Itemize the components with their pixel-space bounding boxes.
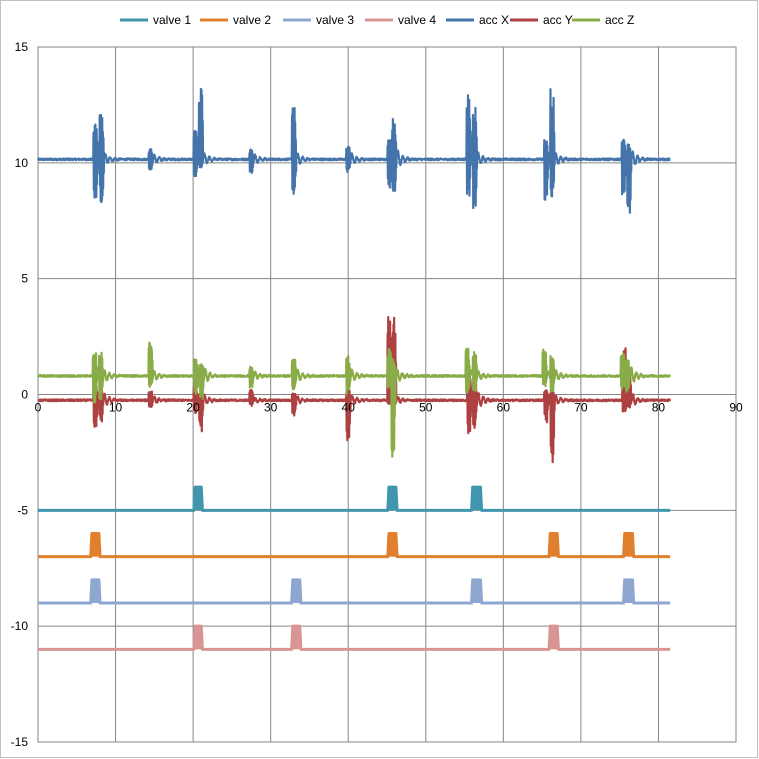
pulse-valve-2	[90, 533, 101, 557]
pulse-valve-4	[291, 626, 301, 650]
legend-item-valve-2: valve 2	[200, 13, 271, 27]
y-tick-label: -5	[17, 503, 28, 517]
pulse-valve-3	[90, 579, 101, 603]
pulse-valve-1	[471, 487, 482, 511]
series-line-acc-z	[36, 341, 671, 458]
x-tick-label: 70	[574, 401, 588, 415]
pulse-valve-3	[623, 579, 634, 603]
legend-item-acc-x: acc X	[446, 13, 509, 27]
series-line-acc-x	[37, 87, 671, 214]
legend-item-acc-z: acc Z	[572, 13, 634, 27]
y-tick-label: 5	[21, 272, 28, 286]
y-tick-label: -15	[11, 735, 29, 749]
legend-label: acc Y	[543, 13, 573, 27]
series-line-valve-3	[38, 578, 671, 605]
x-tick-label: 40	[342, 401, 356, 415]
legend: valve 1 valve 2 valve 3 valve 4 acc X acc Y ac…	[120, 13, 634, 27]
legend-item-acc-y: acc Y	[510, 13, 573, 27]
legend-item-valve-3: valve 3	[283, 13, 354, 27]
x-tick-label: 80	[652, 401, 666, 415]
x-tick-label: 0	[35, 401, 42, 415]
x-tick-label: 30	[264, 401, 278, 415]
x-tick-label: 50	[419, 401, 433, 415]
y-tick-label: 0	[21, 388, 28, 402]
legend-item-valve-4: valve 4	[365, 13, 436, 27]
pulse-valve-2	[623, 533, 634, 557]
pulse-valve-4	[549, 626, 559, 650]
pulse-valve-3	[291, 579, 301, 603]
legend-item-valve-1: valve 1	[120, 13, 191, 27]
legend-label: valve 4	[398, 13, 436, 27]
pulse-valve-1	[387, 487, 398, 511]
axes: 0 10 20 30 40 50 60 70 80 90 -15 -10 -5 0 5 10 15	[11, 40, 743, 749]
legend-label: acc X	[479, 13, 509, 27]
pulse-valve-4	[193, 626, 203, 650]
y-tick-label: 15	[15, 40, 29, 54]
legend-label: valve 2	[233, 13, 271, 27]
pulse-valve-2	[549, 533, 559, 557]
series-line-acc-y	[37, 315, 672, 464]
y-tick-label: 10	[15, 156, 29, 170]
x-tick-label: 60	[497, 401, 511, 415]
legend-label: valve 3	[316, 13, 354, 27]
x-tick-label: 20	[186, 401, 200, 415]
y-tick-label: -10	[11, 619, 29, 633]
pulse-valve-1	[193, 487, 203, 511]
pulse-valve-2	[387, 533, 398, 557]
series-group	[36, 87, 672, 651]
legend-label: valve 1	[153, 13, 191, 27]
legend-label: acc Z	[605, 13, 634, 27]
pulse-valve-3	[471, 579, 482, 603]
x-tick-label: 10	[109, 401, 123, 415]
x-tick-label: 90	[729, 401, 743, 415]
